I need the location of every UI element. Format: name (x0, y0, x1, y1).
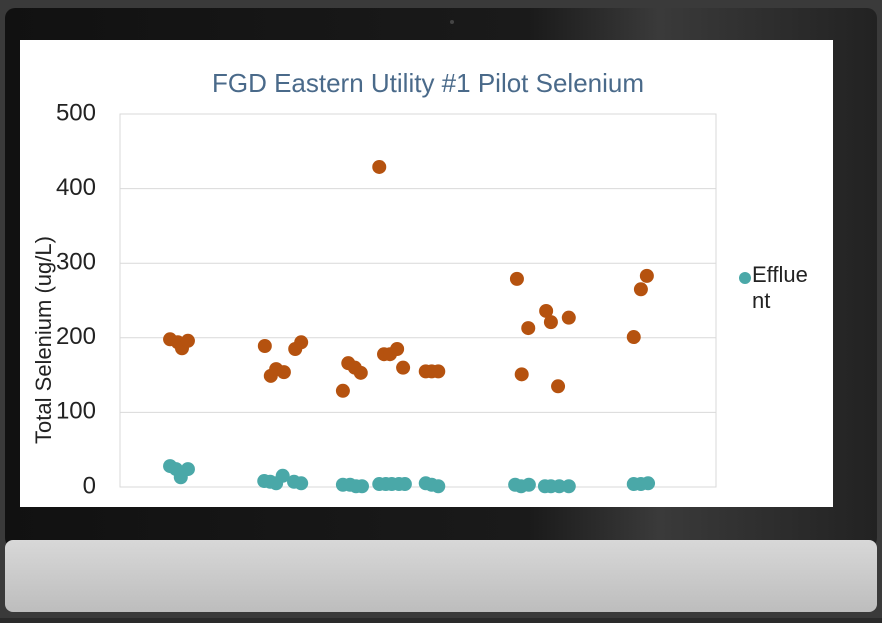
data-point (372, 160, 386, 174)
page: FGD Eastern Utility #1 Pilot Selenium To… (0, 0, 882, 618)
data-point (277, 365, 291, 379)
data-point (354, 366, 368, 380)
y-tick-label: 400 (56, 174, 96, 201)
data-point (521, 321, 535, 335)
data-point (431, 364, 445, 378)
camera (450, 20, 454, 24)
data-point (431, 479, 445, 493)
data-point (294, 335, 308, 349)
data-point (634, 282, 648, 296)
y-tick-label: 200 (56, 323, 96, 350)
data-point (294, 476, 308, 490)
data-point (640, 269, 654, 283)
y-tick-label: 500 (56, 99, 96, 126)
data-point (641, 476, 655, 490)
screen (20, 40, 833, 507)
data-point (336, 384, 350, 398)
monitor: FGD Eastern Utility #1 Pilot Selenium To… (0, 0, 882, 618)
y-tick-label: 0 (83, 472, 96, 499)
data-point (355, 479, 369, 493)
legend-box: Effluent (752, 262, 812, 342)
data-point (551, 379, 565, 393)
legend-label: Effluent (752, 262, 812, 314)
legend-marker (739, 272, 751, 284)
data-point (544, 315, 558, 329)
data-point (181, 462, 195, 476)
data-point (562, 479, 576, 493)
data-point (627, 330, 641, 344)
data-point (515, 367, 529, 381)
y-tick-label: 300 (56, 249, 96, 276)
data-point (396, 361, 410, 375)
data-point (510, 272, 524, 286)
data-point (562, 311, 576, 325)
data-point (258, 339, 272, 353)
data-point (522, 478, 536, 492)
y-axis-label: Total Selenium (ug/L) (31, 236, 56, 444)
y-tick-label: 100 (56, 398, 96, 425)
data-point (390, 342, 404, 356)
data-point (398, 477, 412, 491)
chin (5, 540, 877, 612)
chart-title: FGD Eastern Utility #1 Pilot Selenium (212, 68, 644, 98)
data-point (181, 334, 195, 348)
